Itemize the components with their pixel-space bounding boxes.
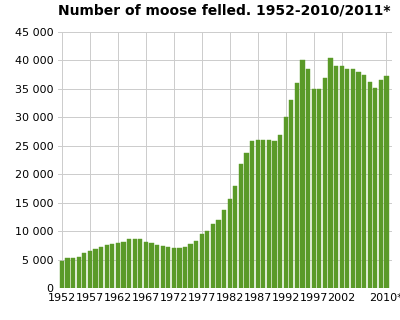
Bar — [177, 248, 182, 288]
Bar — [256, 140, 260, 288]
Bar — [233, 186, 238, 288]
Bar — [160, 246, 165, 288]
Bar — [379, 80, 383, 288]
Bar — [295, 83, 299, 288]
Bar — [284, 117, 288, 288]
Bar — [222, 210, 226, 288]
Bar — [66, 259, 70, 288]
Bar — [205, 231, 210, 288]
Bar — [340, 66, 344, 288]
Bar — [88, 251, 92, 288]
Bar — [93, 249, 98, 288]
Bar — [127, 238, 131, 288]
Bar — [384, 76, 388, 288]
Bar — [373, 88, 377, 288]
Bar — [267, 140, 271, 288]
Bar — [351, 69, 355, 288]
Bar — [77, 257, 81, 288]
Bar — [166, 247, 170, 288]
Bar — [60, 261, 64, 288]
Bar — [250, 141, 254, 288]
Bar — [144, 243, 148, 288]
Bar — [194, 241, 198, 288]
Bar — [155, 245, 159, 288]
Bar — [312, 89, 316, 288]
Bar — [300, 60, 304, 288]
Bar — [132, 238, 137, 288]
Bar — [261, 140, 266, 288]
Text: Number of moose felled. 1952-2010/2011*: Number of moose felled. 1952-2010/2011* — [58, 3, 390, 17]
Bar — [188, 244, 193, 288]
Bar — [306, 69, 310, 288]
Bar — [244, 153, 249, 288]
Bar — [216, 220, 221, 288]
Bar — [149, 243, 154, 288]
Bar — [278, 135, 282, 288]
Bar — [211, 224, 215, 288]
Bar — [362, 75, 366, 288]
Bar — [172, 248, 176, 288]
Bar — [121, 242, 126, 288]
Bar — [345, 69, 349, 288]
Bar — [99, 247, 103, 288]
Bar — [138, 239, 142, 288]
Bar — [104, 245, 109, 288]
Bar — [323, 77, 327, 288]
Bar — [82, 253, 86, 288]
Bar — [317, 89, 321, 288]
Bar — [328, 58, 332, 288]
Bar — [116, 243, 120, 288]
Bar — [368, 82, 372, 288]
Bar — [110, 244, 114, 288]
Bar — [289, 100, 293, 288]
Bar — [334, 66, 338, 288]
Bar — [200, 234, 204, 288]
Bar — [239, 164, 243, 288]
Bar — [183, 247, 187, 288]
Bar — [71, 258, 75, 288]
Bar — [228, 199, 232, 288]
Bar — [356, 72, 360, 288]
Bar — [272, 141, 277, 288]
